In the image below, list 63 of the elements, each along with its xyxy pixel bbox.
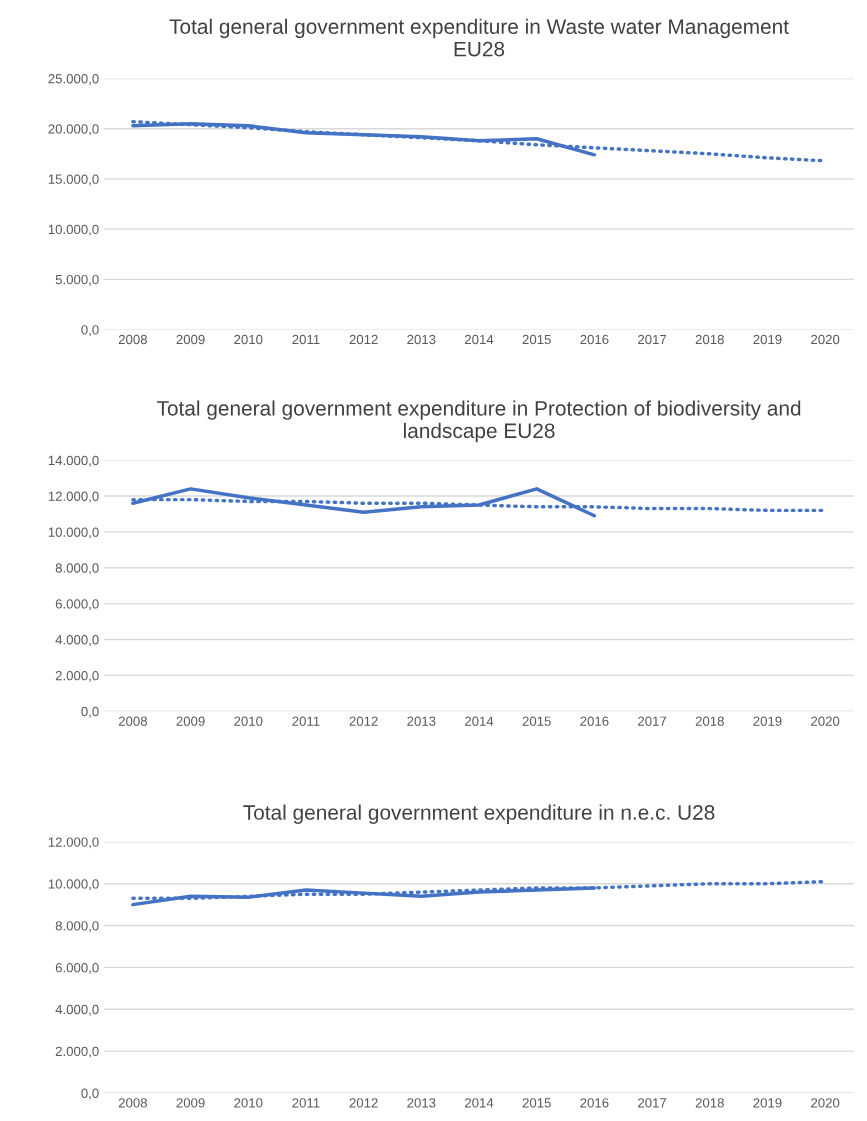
- y-tick-label: 10.000,0: [48, 224, 99, 236]
- y-tick-label: 4.000,0: [55, 635, 99, 646]
- y-tick-label: 15.000,0: [48, 174, 99, 186]
- chart-title: Total general government expenditure in Waste water Management EU28: [169, 18, 789, 57]
- y-tick-label: 10.000,0: [48, 527, 99, 539]
- x-tick-label: 2018: [695, 334, 724, 345]
- y-tick-label: 8.000,0: [55, 921, 99, 933]
- x-tick-label: 2014: [465, 716, 494, 726]
- x-tick-label: 2011: [292, 334, 320, 345]
- x-tick-label: 2008: [118, 334, 147, 345]
- y-tick-label: 14.000,0: [48, 455, 99, 467]
- x-tick-label: 2020: [811, 716, 840, 726]
- y-tick-label: 6.000,0: [55, 599, 99, 611]
- x-tick-label: 2020: [811, 334, 840, 345]
- chart-title: Total general government expenditure in n.e.c. U28: [243, 804, 715, 824]
- y-tick-label: 0,0: [81, 1088, 99, 1100]
- x-tick-label: 2014: [465, 334, 494, 345]
- x-tick-label: 2017: [638, 716, 667, 726]
- y-tick-label: 10.000,0: [48, 879, 99, 891]
- x-tick-label: 2011: [292, 716, 320, 726]
- y-tick-label: 6.000,0: [55, 962, 99, 974]
- x-tick-label: 2012: [349, 1098, 378, 1108]
- x-tick-label: 2010: [234, 1098, 263, 1108]
- x-tick-label: 2008: [118, 716, 147, 726]
- x-tick-label: 2017: [638, 1098, 667, 1108]
- x-tick-label: 2019: [753, 1098, 782, 1108]
- y-tick-label: 2.000,0: [55, 670, 99, 682]
- x-tick-label: 2015: [522, 334, 551, 345]
- x-tick-label: 2018: [695, 1098, 724, 1108]
- x-tick-label: 2016: [580, 1098, 609, 1108]
- x-tick-label: 2018: [695, 716, 724, 726]
- x-tick-label: 2011: [292, 1098, 320, 1108]
- x-tick-label: 2010: [234, 716, 263, 726]
- x-tick-label: 2013: [407, 1098, 436, 1108]
- y-tick-label: 0,0: [81, 706, 99, 718]
- chart-title: Total general government expenditure in Protection of biodiversity and landscape EU28: [156, 400, 801, 443]
- y-tick-label: 8.000,0: [55, 563, 99, 575]
- x-tick-label: 2019: [753, 716, 782, 726]
- x-tick-label: 2016: [580, 716, 609, 726]
- x-tick-label: 2009: [176, 334, 205, 345]
- y-tick-label: 12.000,0: [48, 491, 99, 503]
- x-tick-label: 2014: [465, 1098, 494, 1108]
- x-tick-label: 2010: [234, 334, 263, 345]
- x-tick-label: 2020: [811, 1098, 840, 1108]
- y-tick-label: 25.000,0: [48, 74, 99, 85]
- x-tick-label: 2012: [349, 334, 378, 345]
- x-tick-label: 2008: [118, 1098, 147, 1108]
- y-tick-label: 20.000,0: [48, 124, 99, 136]
- x-tick-label: 2015: [522, 1098, 551, 1108]
- x-tick-label: 2013: [407, 334, 436, 345]
- x-tick-label: 2012: [349, 716, 378, 726]
- x-tick-label: 2009: [176, 716, 205, 726]
- x-tick-label: 2019: [753, 334, 782, 345]
- x-tick-label: 2016: [580, 334, 609, 345]
- x-tick-label: 2013: [407, 716, 436, 726]
- x-tick-label: 2015: [522, 716, 551, 726]
- y-tick-label: 0,0: [81, 325, 99, 337]
- y-tick-label: 4.000,0: [55, 1004, 99, 1016]
- y-tick-label: 5.000,0: [55, 274, 99, 286]
- y-tick-label: 12.000,0: [48, 837, 99, 849]
- x-tick-label: 2009: [176, 1098, 205, 1108]
- x-tick-label: 2017: [638, 334, 667, 345]
- y-tick-label: 2.000,0: [55, 1046, 99, 1058]
